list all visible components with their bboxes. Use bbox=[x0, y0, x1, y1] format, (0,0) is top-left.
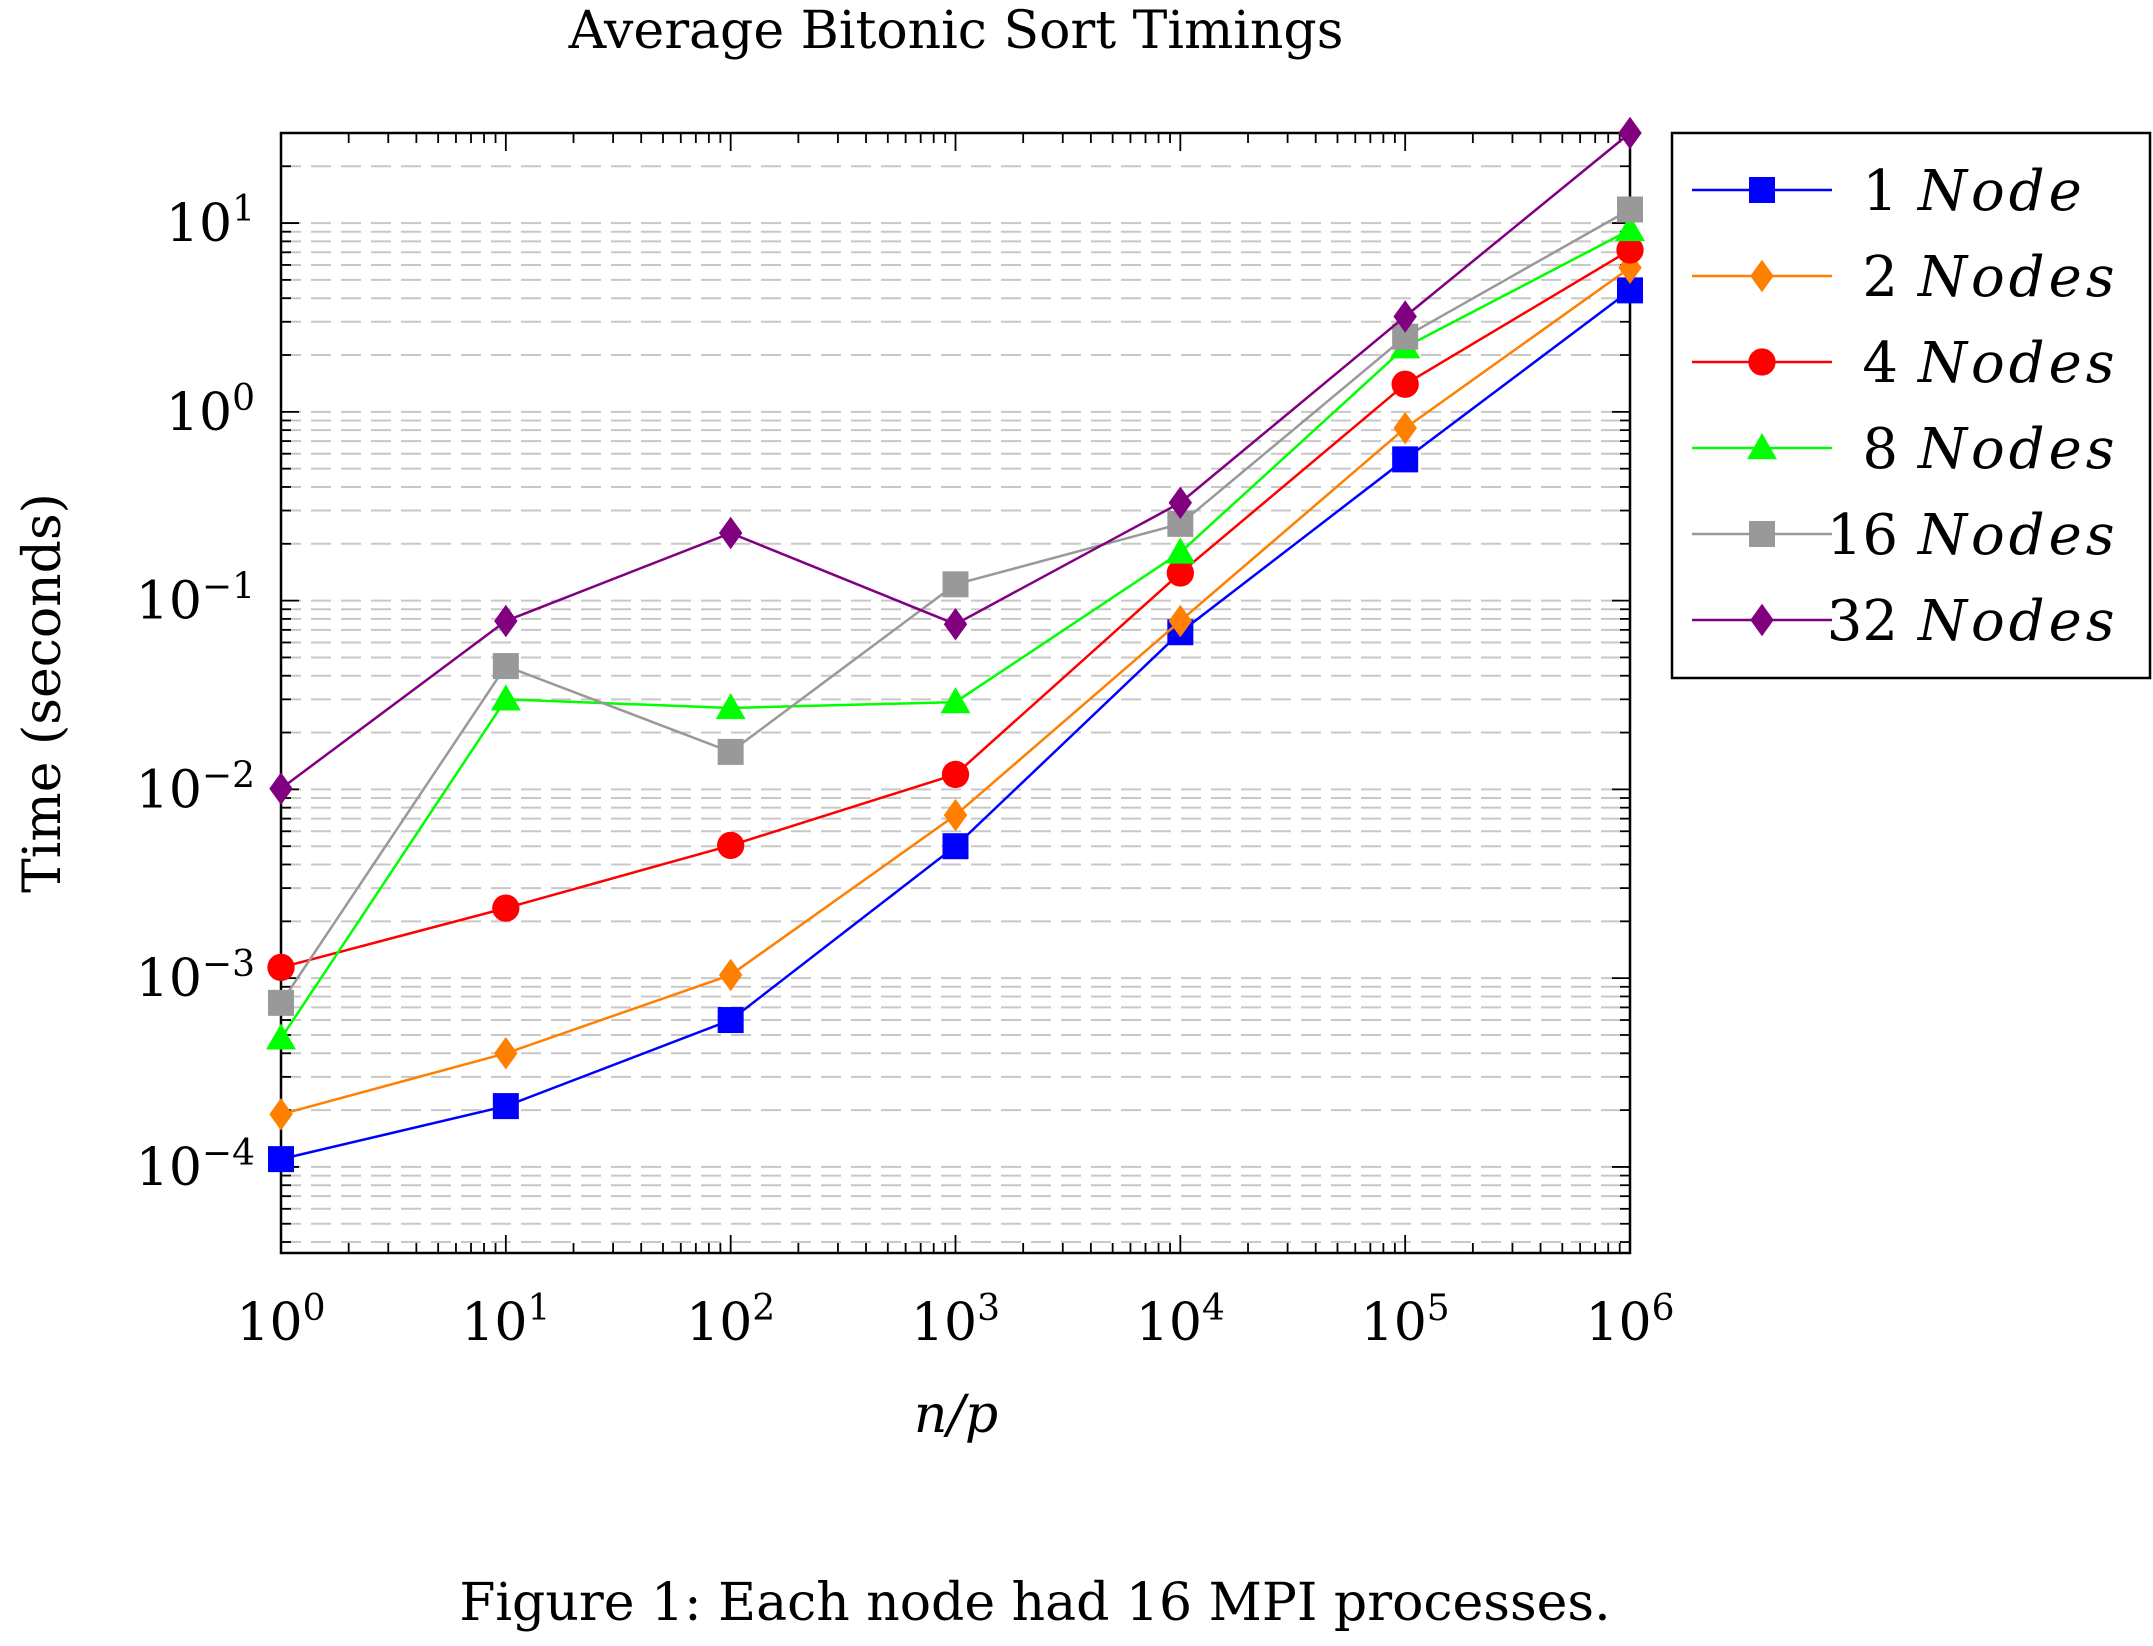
data-point bbox=[1617, 196, 1643, 223]
legend: 1 Node 2 Nodes 4 Nodes 8 Nodes 16 Nodes 32 Nodes bbox=[1670, 131, 2152, 680]
legend-item: 16 Nodes bbox=[1692, 503, 2118, 568]
legend-label-number: 32 bbox=[1827, 589, 1898, 654]
data-point bbox=[1168, 604, 1193, 638]
data-point bbox=[1165, 537, 1196, 564]
y-tick-label: 10−3 bbox=[136, 944, 255, 1009]
legend-label-number: 2 bbox=[1862, 245, 1898, 310]
legend-label-number: 8 bbox=[1862, 417, 1898, 482]
y-tick-label: 10−1 bbox=[136, 567, 255, 632]
data-point bbox=[1391, 370, 1419, 398]
data-point bbox=[1393, 300, 1417, 333]
data-point bbox=[718, 958, 743, 992]
series-line bbox=[279, 208, 1631, 1004]
plot-area-frame bbox=[279, 131, 1632, 1255]
data-point bbox=[1749, 521, 1775, 547]
axis-ticks bbox=[280, 132, 1631, 1253]
x-tick-label: 104 bbox=[1136, 1288, 1225, 1353]
legend-item: 32 Nodes bbox=[1692, 589, 2118, 654]
data-point bbox=[492, 653, 519, 680]
data-point bbox=[268, 1146, 294, 1173]
legend-item: 2 Nodes bbox=[1692, 245, 2118, 310]
y-tick-label: 10−4 bbox=[136, 1133, 255, 1198]
chart-title: Average Bitonic Sort Timings bbox=[568, 1, 1344, 61]
data-point bbox=[1166, 559, 1194, 587]
y-tick-label: 101 bbox=[166, 189, 255, 254]
data-point bbox=[1750, 259, 1774, 293]
data-point bbox=[494, 1037, 518, 1070]
data-point bbox=[269, 772, 293, 805]
data-point bbox=[942, 833, 969, 860]
data-point bbox=[490, 684, 521, 711]
x-tick-label: 103 bbox=[911, 1288, 1000, 1353]
legend-label-text: Node bbox=[1916, 159, 2086, 224]
y-tick-label: 100 bbox=[166, 378, 255, 443]
x-tick-label: 106 bbox=[1585, 1288, 1674, 1353]
legend-label-text: Nodes bbox=[1916, 417, 2118, 482]
data-point bbox=[492, 894, 520, 922]
x-tick-label: 102 bbox=[686, 1288, 775, 1353]
data-point bbox=[266, 1023, 296, 1050]
data-point bbox=[942, 571, 969, 598]
data-point bbox=[1168, 486, 1193, 519]
data-point bbox=[1392, 446, 1419, 473]
x-axis-label: n/p bbox=[914, 1385, 998, 1445]
data-point bbox=[717, 831, 745, 860]
legend-label-number: 4 bbox=[1862, 331, 1898, 396]
data-point bbox=[1393, 411, 1417, 445]
data-point bbox=[267, 953, 295, 982]
figure-caption: Figure 1: Each node had 16 MPI processes… bbox=[459, 1573, 1610, 1633]
x-axis-tick-labels: 100 101 102 103 104 105 106 bbox=[236, 1288, 1674, 1353]
data-point bbox=[1615, 214, 1645, 242]
y-axis-label: Time (seconds) bbox=[13, 493, 73, 893]
legend-items: 1 Node 2 Nodes 4 Nodes 8 Nodes 16 Nodes 32 Nodes bbox=[1692, 159, 2118, 654]
x-tick-label: 100 bbox=[236, 1288, 325, 1353]
data-point bbox=[494, 604, 518, 638]
data-point bbox=[715, 693, 746, 720]
data-point bbox=[268, 989, 294, 1016]
x-tick-label: 105 bbox=[1361, 1288, 1450, 1353]
legend-label-text: Nodes bbox=[1916, 331, 2118, 396]
data-point bbox=[269, 1098, 293, 1131]
series-layer bbox=[266, 116, 1645, 1173]
legend-label-text: Nodes bbox=[1916, 589, 2118, 654]
x-tick-label: 101 bbox=[461, 1288, 550, 1353]
legend-label-number: 16 bbox=[1827, 503, 1898, 568]
data-point bbox=[941, 760, 970, 789]
data-point bbox=[1616, 236, 1644, 264]
legend-label-text: Nodes bbox=[1916, 245, 2118, 310]
data-point bbox=[492, 1093, 519, 1120]
legend-box bbox=[1670, 131, 2152, 680]
legend-item: 4 Nodes bbox=[1692, 331, 2118, 396]
series-32-nodes bbox=[269, 116, 1642, 805]
data-point bbox=[1747, 433, 1777, 460]
data-point bbox=[1750, 603, 1774, 637]
data-point bbox=[940, 687, 971, 714]
series-16-nodes bbox=[268, 196, 1643, 1016]
data-point bbox=[717, 1007, 744, 1034]
data-point bbox=[717, 738, 744, 765]
data-point bbox=[943, 607, 968, 641]
data-point bbox=[1618, 116, 1642, 150]
legend-item: 8 Nodes bbox=[1692, 417, 2118, 482]
data-point bbox=[1748, 348, 1776, 376]
data-point bbox=[1749, 177, 1775, 203]
legend-label-text: Nodes bbox=[1916, 503, 2118, 568]
series-4-nodes bbox=[267, 236, 1644, 982]
y-axis-tick-labels: 101 100 10−1 10−2 10−3 10−4 bbox=[136, 189, 255, 1198]
legend-label-number: 1 bbox=[1862, 159, 1898, 224]
legend-item: 1 Node bbox=[1692, 159, 2086, 224]
y-tick-label: 10−2 bbox=[136, 755, 255, 820]
data-point bbox=[943, 798, 968, 832]
data-point bbox=[718, 516, 743, 550]
